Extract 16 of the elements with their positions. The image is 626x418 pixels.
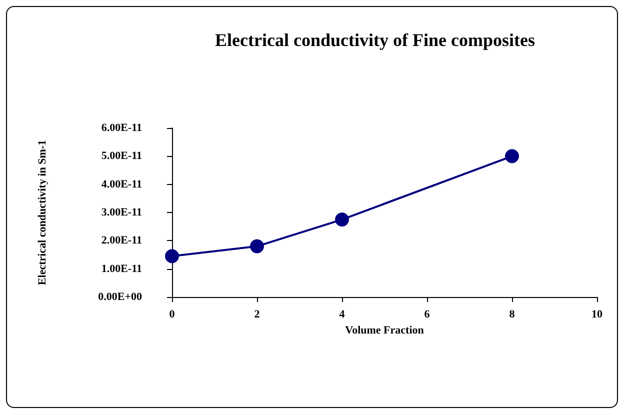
y-tick-label: 2.00E-11 xyxy=(101,234,142,247)
x-tick-label: 2 xyxy=(254,308,260,320)
x-tick-label: 4 xyxy=(339,308,346,320)
x-tick-label: 0 xyxy=(169,308,176,320)
y-tick-label: 5.00E-11 xyxy=(101,150,142,162)
x-axis-title: Volume Fraction xyxy=(345,324,424,336)
y-tick-label: 6.00E-11 xyxy=(101,122,142,134)
chart-title: Electrical conductivity of Fine composites xyxy=(215,30,535,50)
x-tick-label: 6 xyxy=(424,308,430,320)
y-tick-label: 4.00E-11 xyxy=(101,178,142,190)
x-tick-label: 10 xyxy=(592,308,603,320)
x-tick-label: 8 xyxy=(509,308,516,320)
y-tick-label: 0.00E+00 xyxy=(98,291,142,303)
y-tick-label: 1.00E-11 xyxy=(101,262,142,275)
y-tick-label: 3.00E-11 xyxy=(101,206,142,218)
y-axis-title: Electrical conductivity in Sm-1 xyxy=(36,140,48,286)
